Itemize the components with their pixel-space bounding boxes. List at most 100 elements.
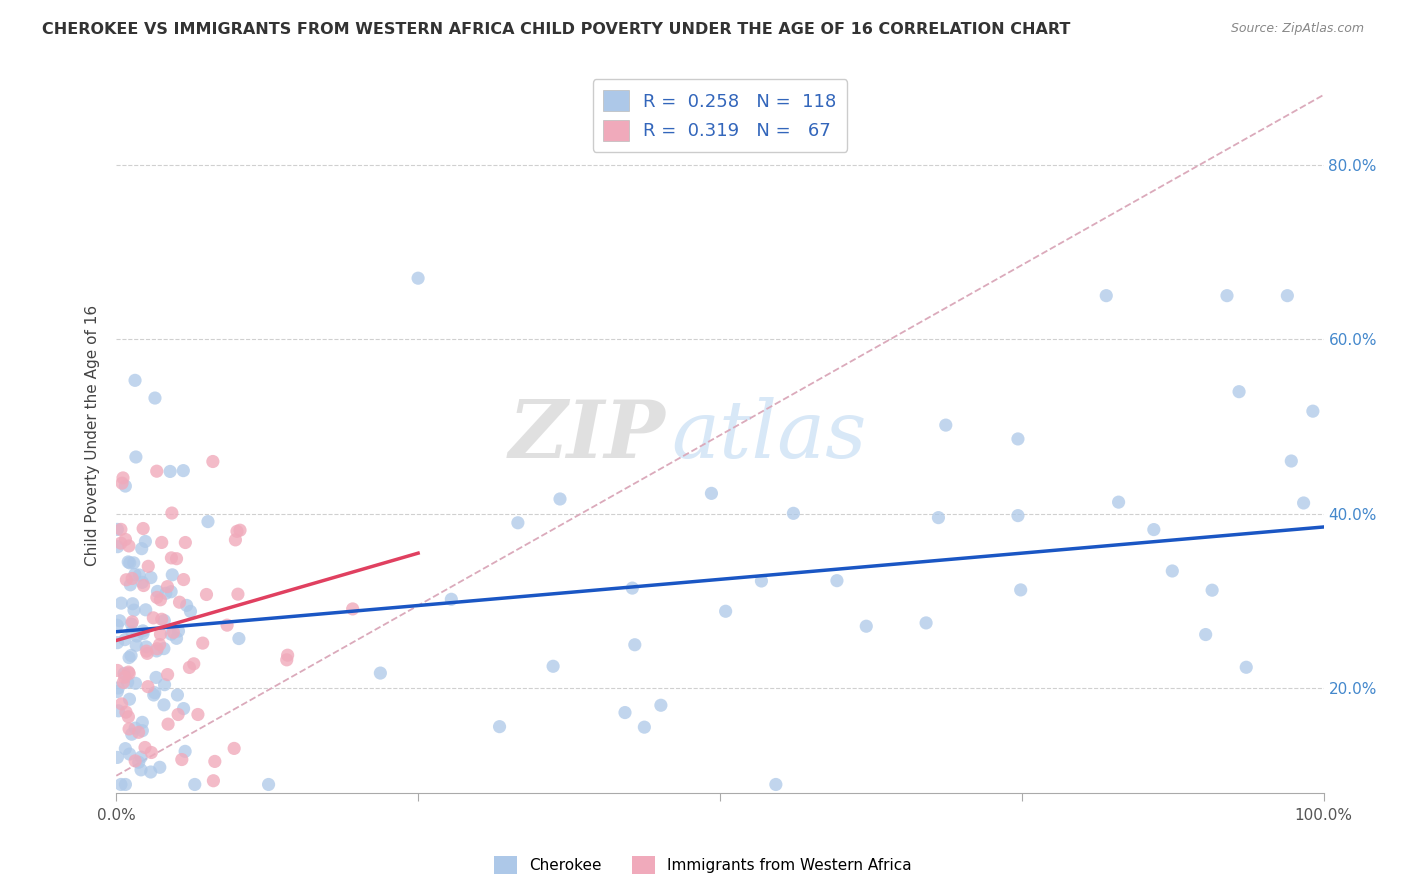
Point xyxy=(176,599,198,613)
Point xyxy=(121,597,143,611)
Point xyxy=(167,707,190,722)
Point xyxy=(141,746,163,760)
Point xyxy=(1277,288,1299,302)
Point xyxy=(166,551,188,566)
Point xyxy=(145,464,167,478)
Point xyxy=(927,510,949,524)
Point xyxy=(120,648,142,663)
Point xyxy=(118,556,141,570)
Point xyxy=(131,715,153,730)
Point xyxy=(1234,660,1257,674)
Point xyxy=(548,491,571,506)
Point xyxy=(855,619,877,633)
Point xyxy=(143,391,166,405)
Point xyxy=(124,373,146,387)
Point xyxy=(150,535,173,549)
Point xyxy=(117,665,139,679)
Point xyxy=(134,534,156,549)
Point xyxy=(172,464,194,478)
Text: atlas: atlas xyxy=(672,397,868,474)
Point xyxy=(621,581,644,595)
Point xyxy=(162,567,184,582)
Point xyxy=(128,756,150,770)
Point xyxy=(623,638,645,652)
Legend: Cherokee, Immigrants from Western Africa: Cherokee, Immigrants from Western Africa xyxy=(488,850,918,880)
Point xyxy=(782,506,804,520)
Point xyxy=(184,777,207,791)
Point xyxy=(229,523,252,537)
Point xyxy=(122,603,145,617)
Point xyxy=(160,627,183,641)
Point xyxy=(204,755,226,769)
Point xyxy=(114,777,136,791)
Point xyxy=(224,741,246,756)
Point xyxy=(751,574,773,588)
Point xyxy=(825,574,848,588)
Text: Source: ZipAtlas.com: Source: ZipAtlas.com xyxy=(1230,22,1364,36)
Point xyxy=(153,641,176,656)
Point xyxy=(149,627,172,641)
Point xyxy=(135,603,157,617)
Point xyxy=(226,587,249,601)
Point xyxy=(224,533,246,547)
Point xyxy=(114,741,136,756)
Point xyxy=(174,744,197,758)
Point xyxy=(153,698,176,712)
Point xyxy=(1279,454,1302,468)
Point xyxy=(105,523,128,537)
Point xyxy=(157,717,180,731)
Point xyxy=(107,704,129,718)
Point xyxy=(136,646,159,660)
Point xyxy=(440,592,463,607)
Point xyxy=(173,701,195,715)
Point xyxy=(187,707,209,722)
Point xyxy=(1108,495,1130,509)
Point xyxy=(146,584,169,599)
Point xyxy=(131,575,153,590)
Point xyxy=(179,660,201,674)
Point xyxy=(129,763,152,777)
Point xyxy=(118,666,141,681)
Point xyxy=(714,604,737,618)
Point xyxy=(262,838,284,853)
Point xyxy=(1201,583,1223,598)
Point xyxy=(132,624,155,638)
Point xyxy=(121,572,143,586)
Point xyxy=(139,571,162,585)
Point xyxy=(105,618,128,632)
Point xyxy=(105,684,128,698)
Point xyxy=(146,591,169,605)
Point xyxy=(1302,404,1324,418)
Point xyxy=(114,533,136,547)
Point xyxy=(112,666,135,681)
Point xyxy=(174,535,197,549)
Point xyxy=(135,644,157,658)
Point xyxy=(166,632,188,646)
Point xyxy=(162,625,184,640)
Point xyxy=(633,720,655,734)
Point xyxy=(228,632,250,646)
Point xyxy=(167,624,190,638)
Point xyxy=(159,465,181,479)
Point xyxy=(191,636,214,650)
Point xyxy=(108,614,131,628)
Point xyxy=(149,760,172,774)
Point xyxy=(146,641,169,656)
Point xyxy=(110,697,132,711)
Point xyxy=(149,638,172,652)
Point xyxy=(111,476,134,491)
Point xyxy=(160,550,183,565)
Point xyxy=(110,536,132,550)
Point xyxy=(150,612,173,626)
Point xyxy=(170,752,193,766)
Point xyxy=(124,721,146,735)
Point xyxy=(115,705,138,719)
Point xyxy=(1095,288,1118,302)
Point xyxy=(110,596,132,610)
Point xyxy=(134,740,156,755)
Text: CHEROKEE VS IMMIGRANTS FROM WESTERN AFRICA CHILD POVERTY UNDER THE AGE OF 16 COR: CHEROKEE VS IMMIGRANTS FROM WESTERN AFRI… xyxy=(42,22,1070,37)
Point xyxy=(1143,523,1166,537)
Point xyxy=(120,617,142,632)
Point xyxy=(226,524,249,539)
Point xyxy=(128,725,150,739)
